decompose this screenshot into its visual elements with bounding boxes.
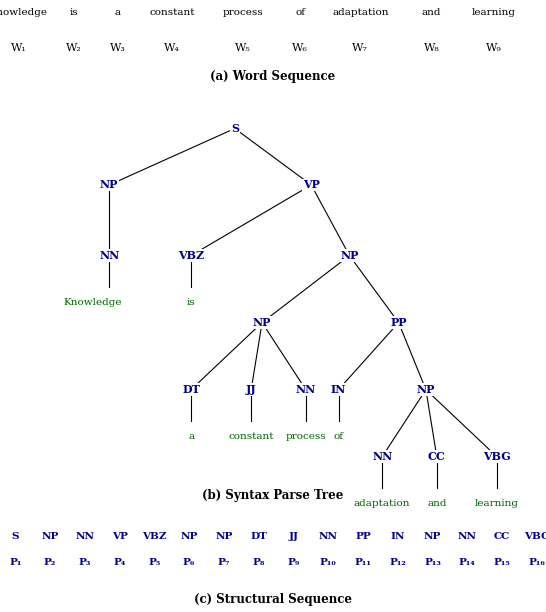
Text: S: S bbox=[11, 532, 19, 540]
Text: NN: NN bbox=[295, 384, 316, 395]
Text: of: of bbox=[295, 8, 305, 17]
Text: VBZ: VBZ bbox=[142, 532, 167, 540]
Text: NP: NP bbox=[424, 532, 441, 540]
Text: NN: NN bbox=[99, 250, 120, 261]
Text: learning: learning bbox=[472, 8, 516, 17]
Text: P₈: P₈ bbox=[252, 558, 265, 567]
Text: (a) Word Sequence: (a) Word Sequence bbox=[210, 70, 336, 83]
Text: a: a bbox=[114, 8, 121, 17]
Text: P₁₆: P₁₆ bbox=[529, 558, 545, 567]
Text: NP: NP bbox=[417, 384, 435, 395]
Text: DT: DT bbox=[250, 532, 267, 540]
Text: W₂: W₂ bbox=[66, 43, 81, 53]
Text: is: is bbox=[69, 8, 78, 17]
Text: CC: CC bbox=[428, 451, 446, 462]
Text: IN: IN bbox=[390, 532, 405, 540]
Text: is: is bbox=[187, 298, 195, 307]
Text: CC: CC bbox=[494, 532, 510, 540]
Text: VBG: VBG bbox=[524, 532, 546, 540]
Text: P₁: P₁ bbox=[9, 558, 21, 567]
Text: P₆: P₆ bbox=[183, 558, 195, 567]
Text: P₁₂: P₁₂ bbox=[389, 558, 406, 567]
Text: constant: constant bbox=[228, 432, 274, 441]
Text: P₉: P₉ bbox=[287, 558, 300, 567]
Text: P₁₀: P₁₀ bbox=[320, 558, 336, 567]
Text: NN: NN bbox=[372, 451, 393, 462]
Text: DT: DT bbox=[182, 384, 200, 395]
Text: P₁₁: P₁₁ bbox=[354, 558, 371, 567]
Text: and: and bbox=[422, 8, 441, 17]
Text: VP: VP bbox=[303, 179, 319, 190]
Text: P₃: P₃ bbox=[79, 558, 91, 567]
Text: of: of bbox=[334, 432, 343, 441]
Text: W₄: W₄ bbox=[164, 43, 180, 53]
Text: P₁₄: P₁₄ bbox=[459, 558, 476, 567]
Text: adaptation: adaptation bbox=[354, 499, 411, 508]
Text: P₁₅: P₁₅ bbox=[494, 558, 511, 567]
Text: W₃: W₃ bbox=[109, 43, 126, 53]
Text: learning: learning bbox=[475, 499, 519, 508]
Text: NN: NN bbox=[75, 532, 94, 540]
Text: IN: IN bbox=[331, 384, 346, 395]
Text: P₇: P₇ bbox=[218, 558, 230, 567]
Text: NP: NP bbox=[253, 317, 271, 328]
Text: P₅: P₅ bbox=[148, 558, 161, 567]
Text: adaptation: adaptation bbox=[332, 8, 389, 17]
Text: and: and bbox=[427, 499, 447, 508]
Text: VP: VP bbox=[111, 532, 128, 540]
Text: constant: constant bbox=[149, 8, 195, 17]
Text: process: process bbox=[223, 8, 263, 17]
Text: NP: NP bbox=[41, 532, 59, 540]
Text: (c) Structural Sequence: (c) Structural Sequence bbox=[194, 593, 352, 606]
Text: VBG: VBG bbox=[483, 451, 511, 462]
Text: W₁: W₁ bbox=[11, 43, 27, 53]
Text: W₆: W₆ bbox=[292, 43, 308, 53]
Text: W₅: W₅ bbox=[235, 43, 251, 53]
Text: PP: PP bbox=[355, 532, 371, 540]
Text: P₄: P₄ bbox=[114, 558, 126, 567]
Text: W₇: W₇ bbox=[352, 43, 369, 53]
Text: P₂: P₂ bbox=[44, 558, 56, 567]
Text: VBZ: VBZ bbox=[178, 250, 204, 261]
Text: NP: NP bbox=[100, 179, 118, 190]
Text: process: process bbox=[286, 432, 326, 441]
Text: Knowledge: Knowledge bbox=[63, 298, 122, 307]
Text: (b) Syntax Parse Tree: (b) Syntax Parse Tree bbox=[203, 489, 343, 502]
Text: P₁₃: P₁₃ bbox=[424, 558, 441, 567]
Text: NN: NN bbox=[458, 532, 477, 540]
Text: NP: NP bbox=[215, 532, 233, 540]
Text: knowledge: knowledge bbox=[0, 8, 48, 17]
Text: NP: NP bbox=[180, 532, 198, 540]
Text: a: a bbox=[188, 432, 194, 441]
Text: JJ: JJ bbox=[246, 384, 257, 395]
Text: S: S bbox=[231, 123, 239, 134]
Text: W₉: W₉ bbox=[486, 43, 502, 53]
Text: JJ: JJ bbox=[288, 532, 298, 540]
Text: PP: PP bbox=[390, 317, 407, 328]
Text: NP: NP bbox=[340, 250, 359, 261]
Text: W₈: W₈ bbox=[424, 43, 439, 53]
Text: NN: NN bbox=[319, 532, 337, 540]
